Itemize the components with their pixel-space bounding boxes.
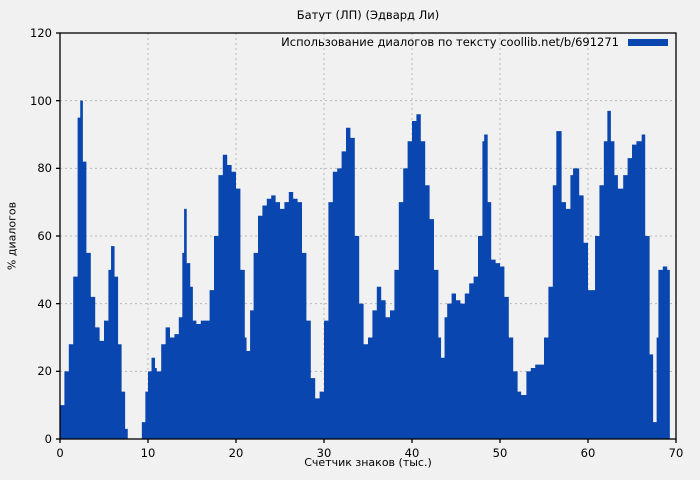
x-tick-label: 40 (404, 446, 420, 460)
legend-swatch (628, 38, 668, 46)
y-tick-label: 120 (30, 26, 52, 40)
y-axis-title: % диалогов (5, 201, 19, 271)
x-tick-label: 60 (580, 446, 596, 460)
x-tick-label: 10 (140, 446, 156, 460)
y-tick-label: 20 (37, 364, 52, 379)
x-tick-label: 30 (316, 446, 332, 460)
y-tick-label: 40 (37, 296, 52, 311)
chart-title: Батут (ЛП) (Эдвард Ли) (296, 8, 440, 22)
legend-label: Использование диалогов по тексту coollib… (281, 35, 619, 49)
x-axis-title: Счетчик знаков (тыс.) (304, 456, 432, 469)
legend: Использование диалогов по тексту coollib… (281, 35, 668, 49)
area-series (60, 100, 670, 440)
y-tick-label: 0 (44, 432, 52, 446)
x-tick-label: 0 (56, 446, 64, 460)
y-tick-label: 100 (30, 93, 52, 108)
x-tick-label: 20 (228, 446, 244, 460)
y-tick-label: 80 (37, 161, 52, 176)
x-tick-label: 70 (668, 446, 684, 460)
y-tick-label: 60 (37, 229, 52, 243)
x-tick-label: 50 (492, 446, 508, 460)
